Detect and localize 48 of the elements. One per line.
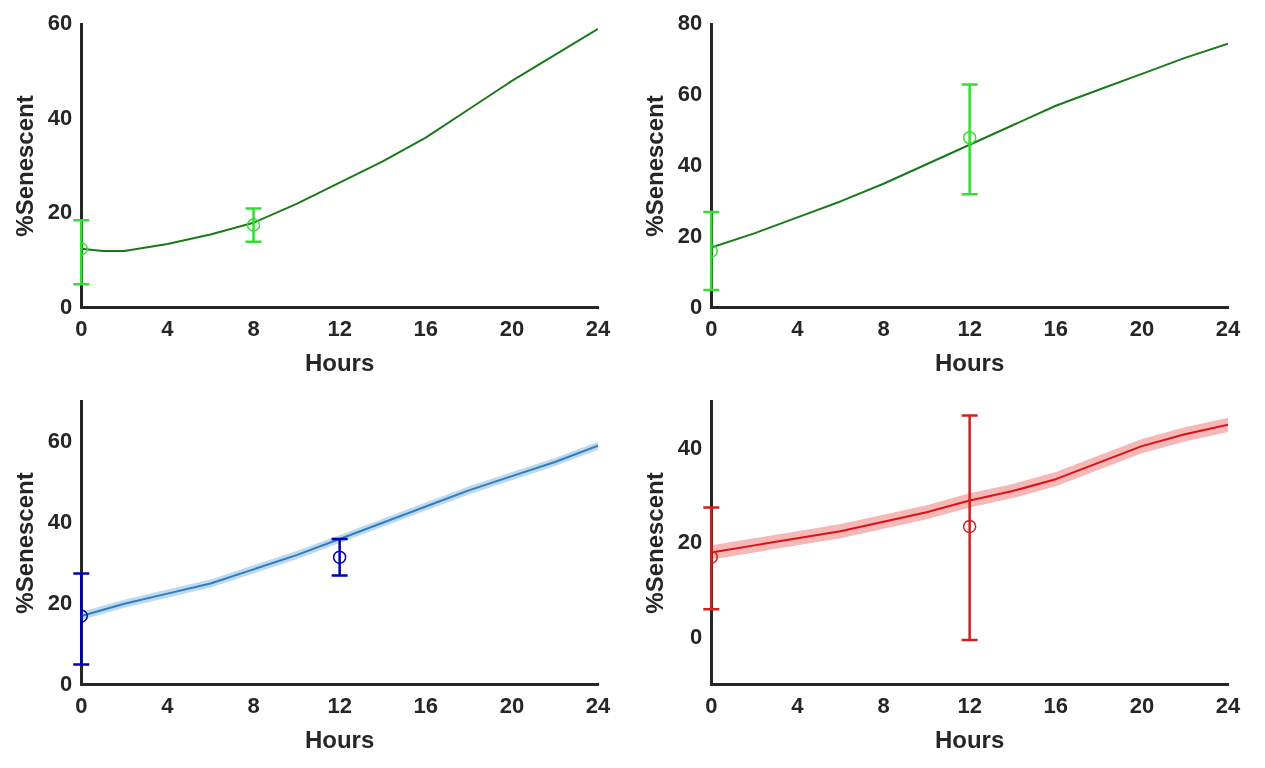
x-tick-label: 12	[957, 693, 982, 719]
x-axis-title: Hours	[934, 349, 1005, 377]
y-tick-label: 20	[47, 199, 73, 225]
x-tick-label: 20	[1129, 693, 1155, 719]
y-tick-label: 40	[47, 104, 73, 130]
x-tick-label: 8	[247, 693, 260, 719]
x-tick-label: 20	[1129, 316, 1155, 342]
x-tick-label: 16	[413, 693, 438, 719]
x-axis-title: Hours	[934, 726, 1005, 754]
y-tick-label: 0	[60, 670, 73, 696]
x-tick-label: 4	[791, 693, 805, 719]
x-tick-label: 4	[791, 316, 805, 342]
x-tick-label: 8	[877, 693, 890, 719]
x-tick-label: 24	[585, 316, 611, 342]
x-tick-label: 4	[161, 316, 175, 342]
x-tick-label: 16	[1043, 316, 1068, 342]
x-tick-label: 4	[161, 693, 175, 719]
y-tick-label: 40	[677, 434, 703, 460]
x-tick-label: 20	[499, 693, 525, 719]
x-tick-label: 8	[247, 316, 260, 342]
y-tick-label: 80	[677, 10, 703, 36]
y-tick-label: 0	[60, 293, 73, 319]
y-tick-label: 60	[47, 10, 73, 36]
y-tick-label: 60	[47, 427, 73, 453]
x-tick-label: 12	[957, 316, 982, 342]
y-tick-label: 20	[47, 589, 73, 615]
x-tick-label: 16	[413, 316, 438, 342]
y-tick-label: 40	[677, 152, 703, 178]
y-axis-title: %Senescent	[641, 472, 669, 614]
x-tick-label: 16	[1043, 693, 1068, 719]
x-tick-label: 12	[327, 316, 352, 342]
y-axis-title: %Senescent	[11, 472, 39, 614]
x-axis-title: Hours	[304, 726, 375, 754]
y-tick-label: 20	[677, 222, 703, 248]
y-tick-label: 0	[690, 623, 703, 649]
y-axis-title: %Senescent	[641, 95, 669, 237]
x-tick-label: 24	[1215, 693, 1241, 719]
y-tick-label: 40	[47, 508, 73, 534]
y-tick-label: 20	[677, 529, 703, 555]
x-tick-label: 24	[1215, 316, 1241, 342]
x-tick-label: 24	[585, 693, 611, 719]
y-tick-label: 0	[690, 293, 703, 319]
x-tick-label: 20	[499, 316, 525, 342]
y-tick-label: 60	[677, 81, 703, 107]
x-tick-label: 8	[877, 316, 890, 342]
y-axis-title: %Senescent	[11, 95, 39, 237]
x-axis-title: Hours	[304, 349, 375, 377]
x-tick-label: 12	[327, 693, 352, 719]
